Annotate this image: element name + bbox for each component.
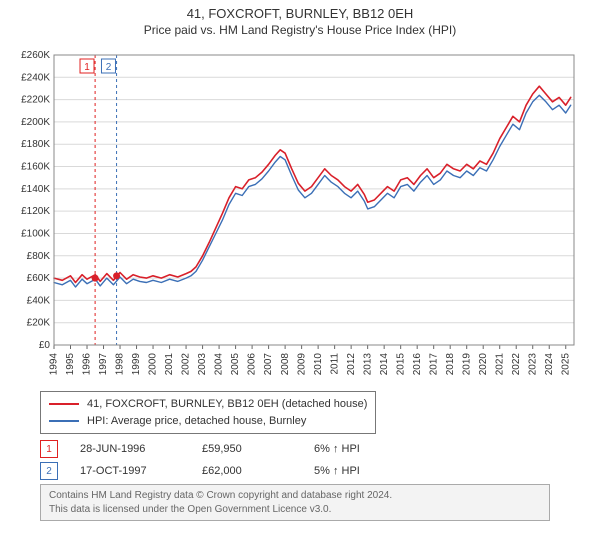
license-line-1: Contains HM Land Registry data © Crown c… xyxy=(49,489,541,503)
event-badge-label: 2 xyxy=(106,62,112,73)
x-tick-label: 2011 xyxy=(329,353,340,375)
x-tick-label: 2004 xyxy=(214,353,225,376)
x-tick-label: 1995 xyxy=(65,353,76,376)
y-tick-label: £100K xyxy=(21,228,50,239)
x-tick-label: 2003 xyxy=(197,353,208,376)
x-tick-label: 2022 xyxy=(511,353,522,376)
x-tick-label: 2019 xyxy=(461,353,472,376)
y-tick-label: £0 xyxy=(39,340,51,351)
legend-label: 41, FOXCROFT, BURNLEY, BB12 0EH (detache… xyxy=(87,396,367,413)
y-tick-label: £260K xyxy=(21,50,50,61)
x-tick-label: 1998 xyxy=(115,353,126,376)
sale-point-delta: 6% ↑ HPI xyxy=(314,443,360,455)
event-badge-label: 1 xyxy=(84,62,90,73)
x-tick-label: 2023 xyxy=(527,353,538,376)
x-tick-label: 2000 xyxy=(148,353,159,376)
y-tick-label: £80K xyxy=(27,251,51,262)
legend-swatch xyxy=(49,420,79,422)
chart-title: 41, FOXCROFT, BURNLEY, BB12 0EH xyxy=(0,6,600,21)
x-tick-label: 1996 xyxy=(82,353,93,376)
y-tick-label: £60K xyxy=(27,273,51,284)
sale-point-price: £62,000 xyxy=(202,465,292,477)
x-tick-label: 2005 xyxy=(230,353,241,376)
y-tick-label: £160K xyxy=(21,162,50,173)
sale-point-date: 28-JUN-1996 xyxy=(80,443,180,455)
y-tick-label: £180K xyxy=(21,139,50,150)
x-tick-label: 2007 xyxy=(263,353,274,376)
y-tick-label: £200K xyxy=(21,117,50,128)
legend-item: HPI: Average price, detached house, Burn… xyxy=(49,413,367,430)
x-tick-label: 1997 xyxy=(98,353,109,376)
chart-area: £0 £20K £40K £60K £80K £100K £120K £140K £160K £1… xyxy=(10,45,590,385)
x-tick-label: 2001 xyxy=(164,353,175,376)
chart-subtitle: Price paid vs. HM Land Registry's House … xyxy=(0,23,600,37)
sale-point-delta: 5% ↑ HPI xyxy=(314,465,360,477)
x-tick-label: 1994 xyxy=(49,353,60,376)
license-line-2: This data is licensed under the Open Gov… xyxy=(49,503,541,517)
x-tick-label: 2024 xyxy=(544,353,555,376)
chart-svg: £0 £20K £40K £60K £80K £100K £120K £140K £160K £1… xyxy=(10,45,590,385)
x-tick-label: 2013 xyxy=(362,353,373,376)
x-tick-label: 2006 xyxy=(247,353,258,376)
sale-marker xyxy=(92,275,99,282)
y-tick-label: £20K xyxy=(27,318,51,329)
x-tick-label: 2014 xyxy=(379,353,390,376)
legend-box: 41, FOXCROFT, BURNLEY, BB12 0EH (detache… xyxy=(40,391,376,434)
sale-marker xyxy=(113,272,120,279)
x-tick-label: 2025 xyxy=(560,353,571,376)
x-tick-label: 2017 xyxy=(428,353,439,376)
x-tick-label: 2002 xyxy=(181,353,192,376)
sale-point-row: 1 28-JUN-1996 £59,950 6% ↑ HPI xyxy=(40,440,600,458)
x-tick-label: 2018 xyxy=(445,353,456,376)
sale-point-row: 2 17-OCT-1997 £62,000 5% ↑ HPI xyxy=(40,462,600,480)
y-tick-label: £240K xyxy=(21,72,50,83)
y-tick-label: £40K xyxy=(27,295,51,306)
x-tick-label: 2008 xyxy=(280,353,291,376)
x-tick-label: 2021 xyxy=(494,353,505,376)
x-tick-label: 2012 xyxy=(346,353,357,376)
license-box: Contains HM Land Registry data © Crown c… xyxy=(40,484,550,521)
sale-point-badge: 1 xyxy=(40,440,58,458)
sale-point-price: £59,950 xyxy=(202,443,292,455)
x-tick-label: 2010 xyxy=(313,353,324,376)
x-tick-label: 2015 xyxy=(395,353,406,376)
sale-point-date: 17-OCT-1997 xyxy=(80,465,180,477)
x-tick-label: 2020 xyxy=(478,353,489,376)
legend-swatch xyxy=(49,403,79,405)
y-tick-label: £120K xyxy=(21,206,50,217)
x-tick-label: 2016 xyxy=(412,353,423,376)
y-tick-label: £220K xyxy=(21,95,50,106)
legend-label: HPI: Average price, detached house, Burn… xyxy=(87,413,306,430)
title-block: 41, FOXCROFT, BURNLEY, BB12 0EH Price pa… xyxy=(0,0,600,37)
x-tick-label: 2009 xyxy=(296,353,307,376)
legend-item: 41, FOXCROFT, BURNLEY, BB12 0EH (detache… xyxy=(49,396,367,413)
y-tick-label: £140K xyxy=(21,184,50,195)
x-tick-label: 1999 xyxy=(131,353,142,376)
sale-point-badge: 2 xyxy=(40,462,58,480)
sale-points-block: 1 28-JUN-1996 £59,950 6% ↑ HPI 2 17-OCT-1997 £… xyxy=(40,440,600,480)
